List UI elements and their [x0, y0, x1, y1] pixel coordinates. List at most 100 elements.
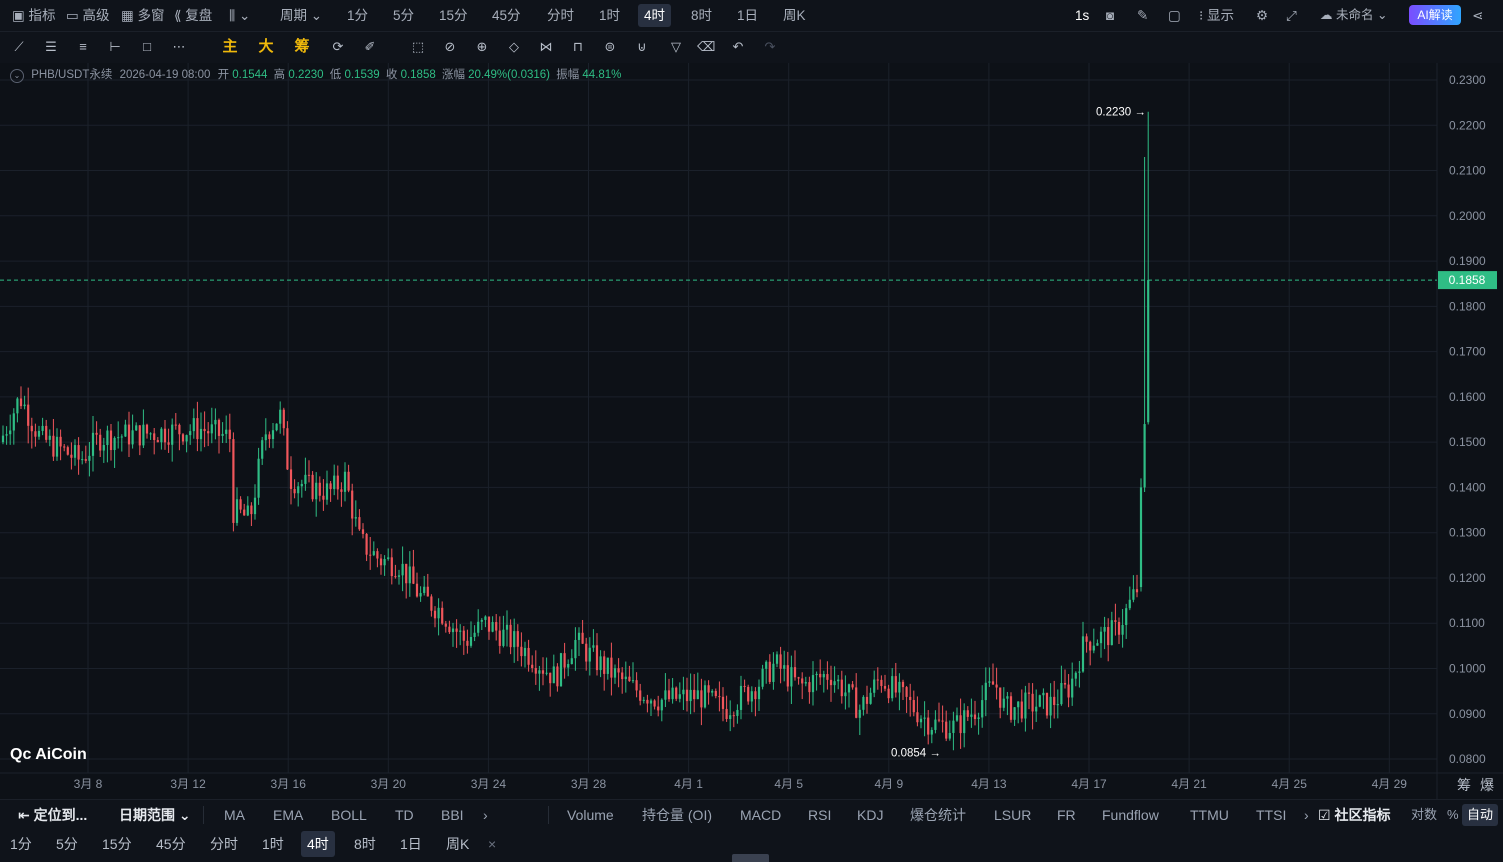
undo-icon[interactable]: ↶: [732, 39, 744, 54]
candle-body: [1056, 704, 1059, 706]
camera-icon[interactable]: ◙: [1106, 8, 1115, 23]
more-tools-icon[interactable]: ⋯: [172, 39, 186, 54]
pattern-icon[interactable]: ⋈: [539, 39, 553, 54]
period-4h[interactable]: 4时: [638, 4, 672, 27]
log-scale-toggle[interactable]: 对数: [1411, 807, 1438, 822]
chevron-right-icon[interactable]: ›: [1304, 807, 1309, 823]
layout-icon[interactable]: ▢: [1168, 8, 1181, 23]
indicator-lsur[interactable]: LSUR: [994, 807, 1032, 823]
rectangle-icon[interactable]: □: [143, 39, 151, 54]
ai-interpret-button[interactable]: AI解读: [1409, 5, 1461, 25]
ruler-icon[interactable]: ⊘: [444, 39, 456, 54]
bottom-period-15m[interactable]: 15分: [102, 836, 132, 852]
horizontal-lines-icon[interactable]: ≡: [79, 39, 87, 54]
indicators-button[interactable]: ▣ 指标: [12, 8, 56, 23]
bottom-period-1m[interactable]: 1分: [10, 836, 32, 852]
indicator-kdj[interactable]: KDJ: [857, 807, 884, 823]
collapse-icon[interactable]: ⌄: [10, 69, 24, 83]
candlestick-chart[interactable]: 0.2300 0.2200 0.2100 0.2000 0.1900 0.1800 0.17…: [0, 63, 1503, 799]
bottom-period-5m[interactable]: 5分: [56, 836, 78, 852]
period-dropdown[interactable]: 周期 ⌄: [280, 8, 323, 23]
edit-icon[interactable]: ✎: [1137, 8, 1149, 23]
date-range-button[interactable]: 日期范围 ⌄: [119, 807, 191, 823]
candle-body: [541, 670, 545, 674]
period-week[interactable]: 周K: [783, 8, 806, 23]
indicator-ma[interactable]: MA: [224, 807, 245, 823]
percent-scale-toggle[interactable]: %: [1447, 807, 1459, 822]
indicator-oi[interactable]: 持仓量 (OI): [642, 807, 712, 823]
zoom-icon[interactable]: ⊕: [476, 39, 488, 54]
bottom-period-45m[interactable]: 45分: [156, 836, 186, 852]
bottom-period-1h[interactable]: 1时: [262, 836, 284, 852]
chips-toggle[interactable]: 筹: [294, 38, 310, 55]
filter-icon[interactable]: ▽: [671, 39, 681, 54]
locate-button[interactable]: ⇤ 定位到...: [18, 807, 88, 823]
fullscreen-icon[interactable]: ⤢: [1286, 8, 1297, 23]
divider: [548, 806, 549, 824]
close-icon[interactable]: ×: [488, 836, 497, 852]
candle-body: [228, 429, 231, 440]
period-8h[interactable]: 8时: [691, 8, 713, 23]
multi-window-button[interactable]: ▦ 多窗: [121, 8, 165, 23]
period-1d[interactable]: 1日: [737, 8, 759, 23]
indicator-td[interactable]: TD: [395, 807, 414, 823]
candle-body: [466, 640, 469, 646]
bottom-period-4h[interactable]: 4时: [301, 831, 335, 857]
redo-icon[interactable]: ↷: [764, 39, 776, 54]
trend-line-icon[interactable]: ⟋: [14, 39, 24, 54]
chevron-right-icon[interactable]: ›: [483, 807, 488, 823]
candle-body: [153, 433, 156, 441]
trash-icon[interactable]: ⌫: [697, 39, 716, 54]
period-1h[interactable]: 1时: [599, 8, 621, 23]
period-1m[interactable]: 1分: [347, 8, 369, 23]
period-45m[interactable]: 45分: [492, 8, 521, 23]
horizontal-ray-icon[interactable]: ⊢: [109, 39, 121, 54]
bottom-period-timeshare[interactable]: 分时: [210, 836, 238, 852]
select-icon[interactable]: ⬚: [411, 39, 425, 54]
candle-type-button[interactable]: ⫼ ⌄: [229, 8, 251, 23]
sync-icon[interactable]: ⟳: [332, 39, 344, 54]
bottom-period-week[interactable]: 周K: [446, 836, 470, 852]
x-tick-label: 4月 25: [1272, 777, 1308, 791]
indicator-macd[interactable]: MACD: [740, 807, 782, 823]
candle-body: [505, 624, 509, 630]
bottom-period-8h[interactable]: 8时: [354, 836, 376, 852]
candle-body: [444, 623, 447, 627]
unnamed-layout-button[interactable]: ☁ 未命名 ⌄: [1320, 8, 1388, 22]
auto-scale-toggle[interactable]: 自动: [1462, 804, 1499, 826]
community-indicators-button[interactable]: ☑ 社区指标: [1318, 807, 1391, 823]
magnet-icon[interactable]: ⊍: [637, 39, 647, 54]
main-chart-toggle[interactable]: 主: [222, 38, 238, 55]
indicator-liquidation[interactable]: 爆仓统计: [910, 807, 966, 823]
lock-icon[interactable]: ⊓: [572, 39, 584, 54]
pen-icon[interactable]: ✐: [364, 39, 376, 54]
candle-body: [387, 557, 390, 560]
hide-icon[interactable]: ⊜: [604, 39, 616, 54]
indicator-rsi[interactable]: RSI: [808, 807, 832, 823]
display-button[interactable]: ⁝ 显示: [1199, 8, 1235, 23]
top-toolbar: ▣ 指标 ▭ 高级 ▦ 多窗 ⟪ 复盘 ⫼ ⌄ 周期 ⌄ 1分 5分 15分 4…: [0, 0, 1503, 32]
indicator-fr[interactable]: FR: [1057, 807, 1076, 823]
interval-label[interactable]: 1s: [1075, 8, 1090, 23]
eraser-icon[interactable]: ◇: [509, 39, 519, 54]
indicator-volume[interactable]: Volume: [567, 807, 614, 823]
indicator-bbi[interactable]: BBI: [441, 807, 464, 823]
indicator-ema[interactable]: EMA: [273, 807, 304, 823]
period-timeshare[interactable]: 分时: [547, 8, 574, 23]
share-icon[interactable]: ⋖: [1472, 8, 1484, 23]
replay-button[interactable]: ⟪ 复盘: [174, 8, 213, 23]
indicator-boll[interactable]: BOLL: [331, 807, 367, 823]
period-5m[interactable]: 5分: [393, 8, 415, 23]
indicator-ttmu[interactable]: TTMU: [1190, 807, 1229, 823]
indicator-ttsi[interactable]: TTSI: [1256, 807, 1287, 823]
settings-icon[interactable]: ⚙: [1256, 8, 1269, 23]
big-order-toggle[interactable]: 大: [258, 38, 274, 55]
period-15m[interactable]: 15分: [439, 8, 468, 23]
panel-handle[interactable]: [732, 854, 769, 862]
bottom-period-1d[interactable]: 1日: [400, 836, 422, 852]
candle-body: [124, 424, 127, 437]
advanced-button[interactable]: ▭ 高级: [66, 8, 110, 23]
parallel-lines-icon[interactable]: ☰: [45, 39, 57, 54]
indicator-fundflow[interactable]: Fundflow: [1102, 807, 1159, 823]
candle-body: [775, 654, 779, 664]
